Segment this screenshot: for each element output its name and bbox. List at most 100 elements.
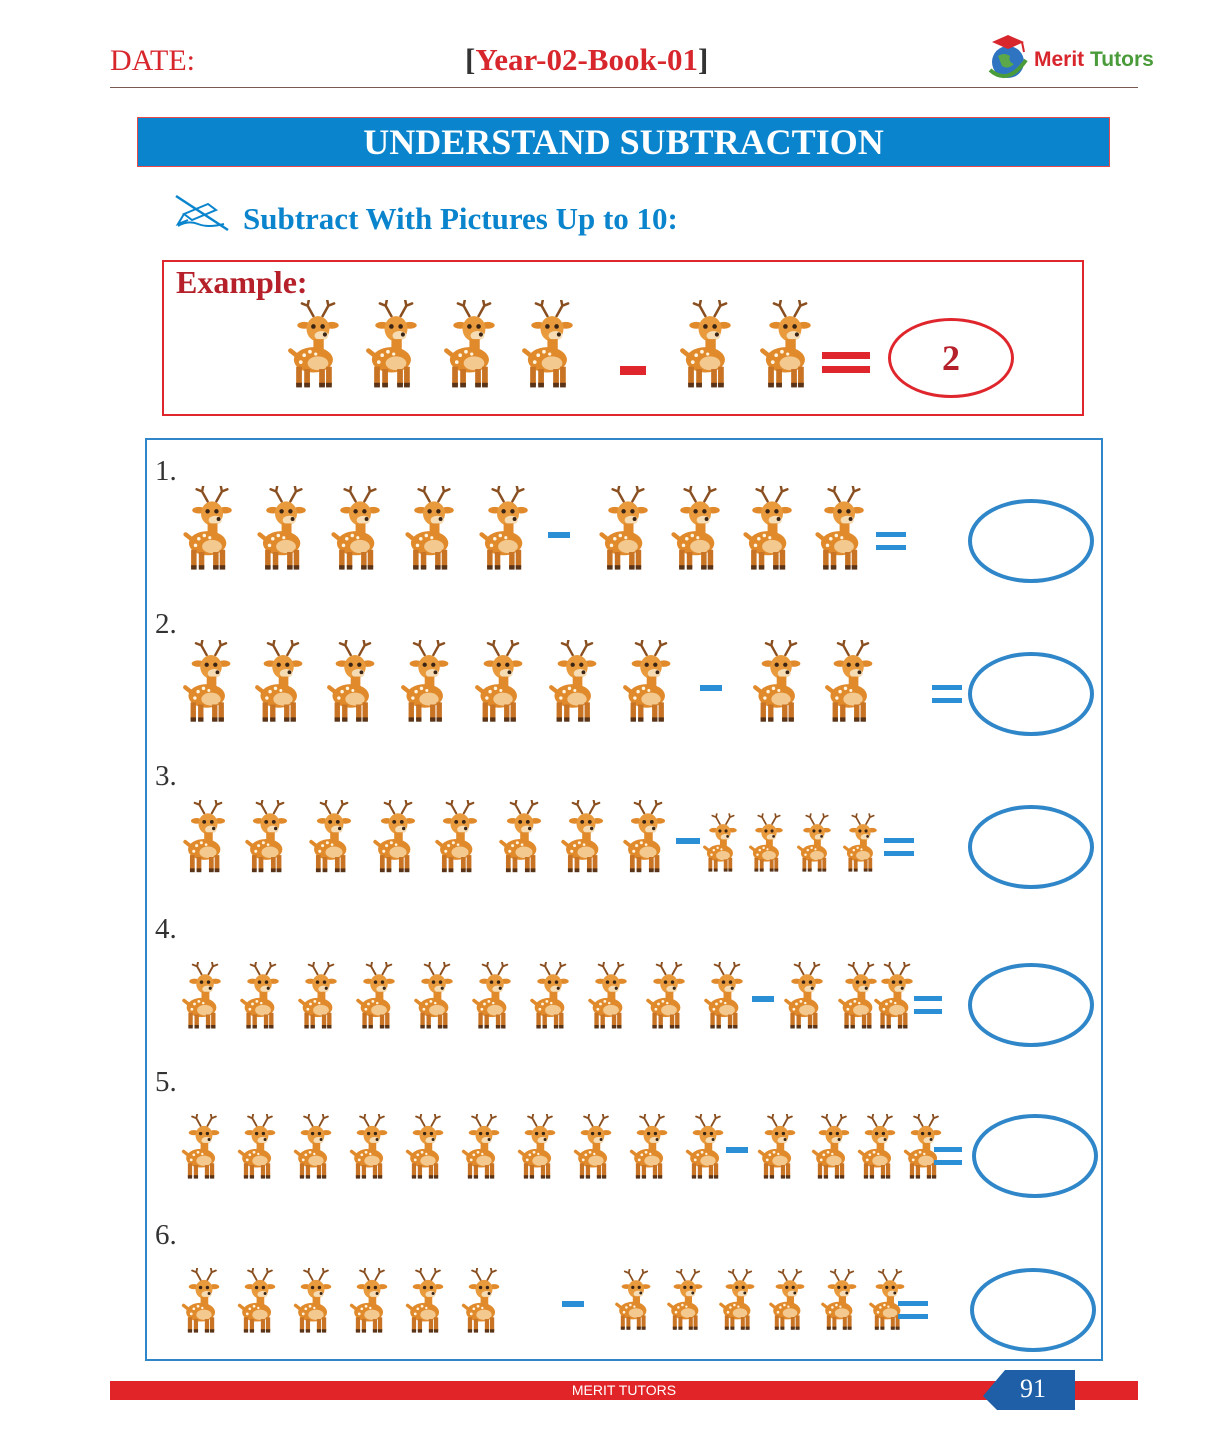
deer-icon [174, 640, 248, 726]
deer-icon [302, 800, 366, 876]
equals-sign [876, 532, 906, 551]
deer-icon [292, 962, 350, 1032]
footer-brand: MERIT TUTORS [571, 1382, 677, 1398]
example-minus-sign [620, 366, 646, 375]
pencil-icon [175, 194, 229, 232]
page-number-tab [983, 1370, 1075, 1410]
deer-icon [176, 1114, 232, 1182]
deer-icon [616, 800, 680, 876]
deer-icon [624, 1114, 680, 1182]
deer-icon [456, 1268, 512, 1336]
minus-sign [676, 838, 700, 845]
deer-icon [466, 640, 540, 726]
deer-icon [318, 640, 392, 726]
deer-icon [232, 1114, 288, 1182]
deer-icon [524, 962, 582, 1032]
section-subtitle: Subtract With Pictures Up to 10: [243, 201, 678, 236]
deer-icon [672, 300, 748, 392]
deer-icon [766, 1268, 814, 1334]
example-equals-sign-bottom [822, 366, 870, 373]
deer-icon [248, 486, 324, 574]
logo-text-tutors: Tutors [1090, 48, 1154, 71]
deer-icon [174, 486, 250, 574]
equals-sign [914, 996, 942, 1015]
answer-oval [968, 963, 1094, 1048]
deer-icon [734, 486, 810, 574]
deer-icon [400, 1114, 456, 1182]
deer-icon [436, 300, 512, 392]
answer-oval [972, 1113, 1098, 1198]
deer-icon [746, 812, 792, 876]
deer-icon [344, 1268, 400, 1336]
deer-icon [540, 640, 614, 726]
merit-tutors-logo: Merit Tutors [986, 30, 1154, 86]
page-title: UNDERSTAND SUBTRACTION [137, 117, 1110, 167]
example-equals-sign-top [822, 352, 870, 359]
answer-oval [970, 1267, 1096, 1352]
minus-sign [562, 1300, 584, 1307]
deer-icon [322, 486, 398, 574]
footer-bar [110, 1381, 1138, 1400]
minus-sign [726, 1146, 748, 1153]
question-number: 2. [155, 608, 177, 640]
deer-icon [288, 1268, 344, 1336]
book-label: [Year-02-Book-01] [465, 42, 708, 78]
deer-icon [358, 300, 434, 392]
deer-icon [662, 486, 738, 574]
deer-icon [590, 486, 666, 574]
example-box [162, 260, 1084, 416]
deer-icon [288, 1114, 344, 1182]
equals-sign [934, 1146, 962, 1165]
answer-oval [968, 651, 1094, 736]
deer-icon [408, 962, 466, 1032]
question-number: 1. [155, 455, 177, 487]
example-answer-oval: 2 [888, 318, 1014, 398]
questions-box [145, 438, 1103, 1361]
deer-icon [176, 962, 234, 1032]
deer-icon [392, 640, 466, 726]
deer-icon [514, 300, 590, 392]
question-number: 5. [155, 1066, 177, 1098]
equals-sign [884, 838, 914, 857]
deer-icon [816, 640, 890, 726]
answer-oval [968, 499, 1094, 584]
header-rule [110, 87, 1138, 88]
deer-icon [238, 800, 302, 876]
deer-icon [640, 962, 698, 1032]
deer-icon [466, 962, 524, 1032]
deer-icon [794, 812, 840, 876]
deer-icon [752, 300, 828, 392]
deer-icon [818, 1268, 866, 1334]
deer-icon [428, 800, 492, 876]
deer-icon [470, 486, 546, 574]
logo-globe-icon [988, 35, 1028, 79]
date-label: DATE: [110, 44, 195, 77]
deer-icon [778, 962, 836, 1032]
deer-icon [582, 962, 640, 1032]
minus-sign [752, 996, 774, 1003]
deer-icon [232, 1268, 288, 1336]
deer-icon [612, 1268, 660, 1334]
deer-icon [396, 486, 472, 574]
logo-text-merit: Merit [1034, 48, 1085, 71]
book-bracket-open: [ [465, 42, 476, 77]
logo-text: Merit Tutors [1034, 48, 1154, 72]
question-number: 3. [155, 760, 177, 792]
deer-icon [344, 1114, 400, 1182]
question-number: 6. [155, 1219, 177, 1251]
deer-icon [176, 1268, 232, 1336]
deer-icon [280, 300, 356, 392]
example-label: Example: [176, 264, 308, 300]
book-label-text: Year-02-Book-01 [475, 42, 699, 77]
deer-icon [700, 812, 746, 876]
equals-sign [932, 684, 962, 703]
deer-icon [554, 800, 618, 876]
deer-icon [366, 800, 430, 876]
deer-icon [456, 1114, 512, 1182]
deer-icon [350, 962, 408, 1032]
deer-icon [176, 800, 240, 876]
deer-icon [744, 640, 818, 726]
equals-sign [898, 1300, 928, 1319]
deer-icon [492, 800, 556, 876]
deer-icon [400, 1268, 456, 1336]
